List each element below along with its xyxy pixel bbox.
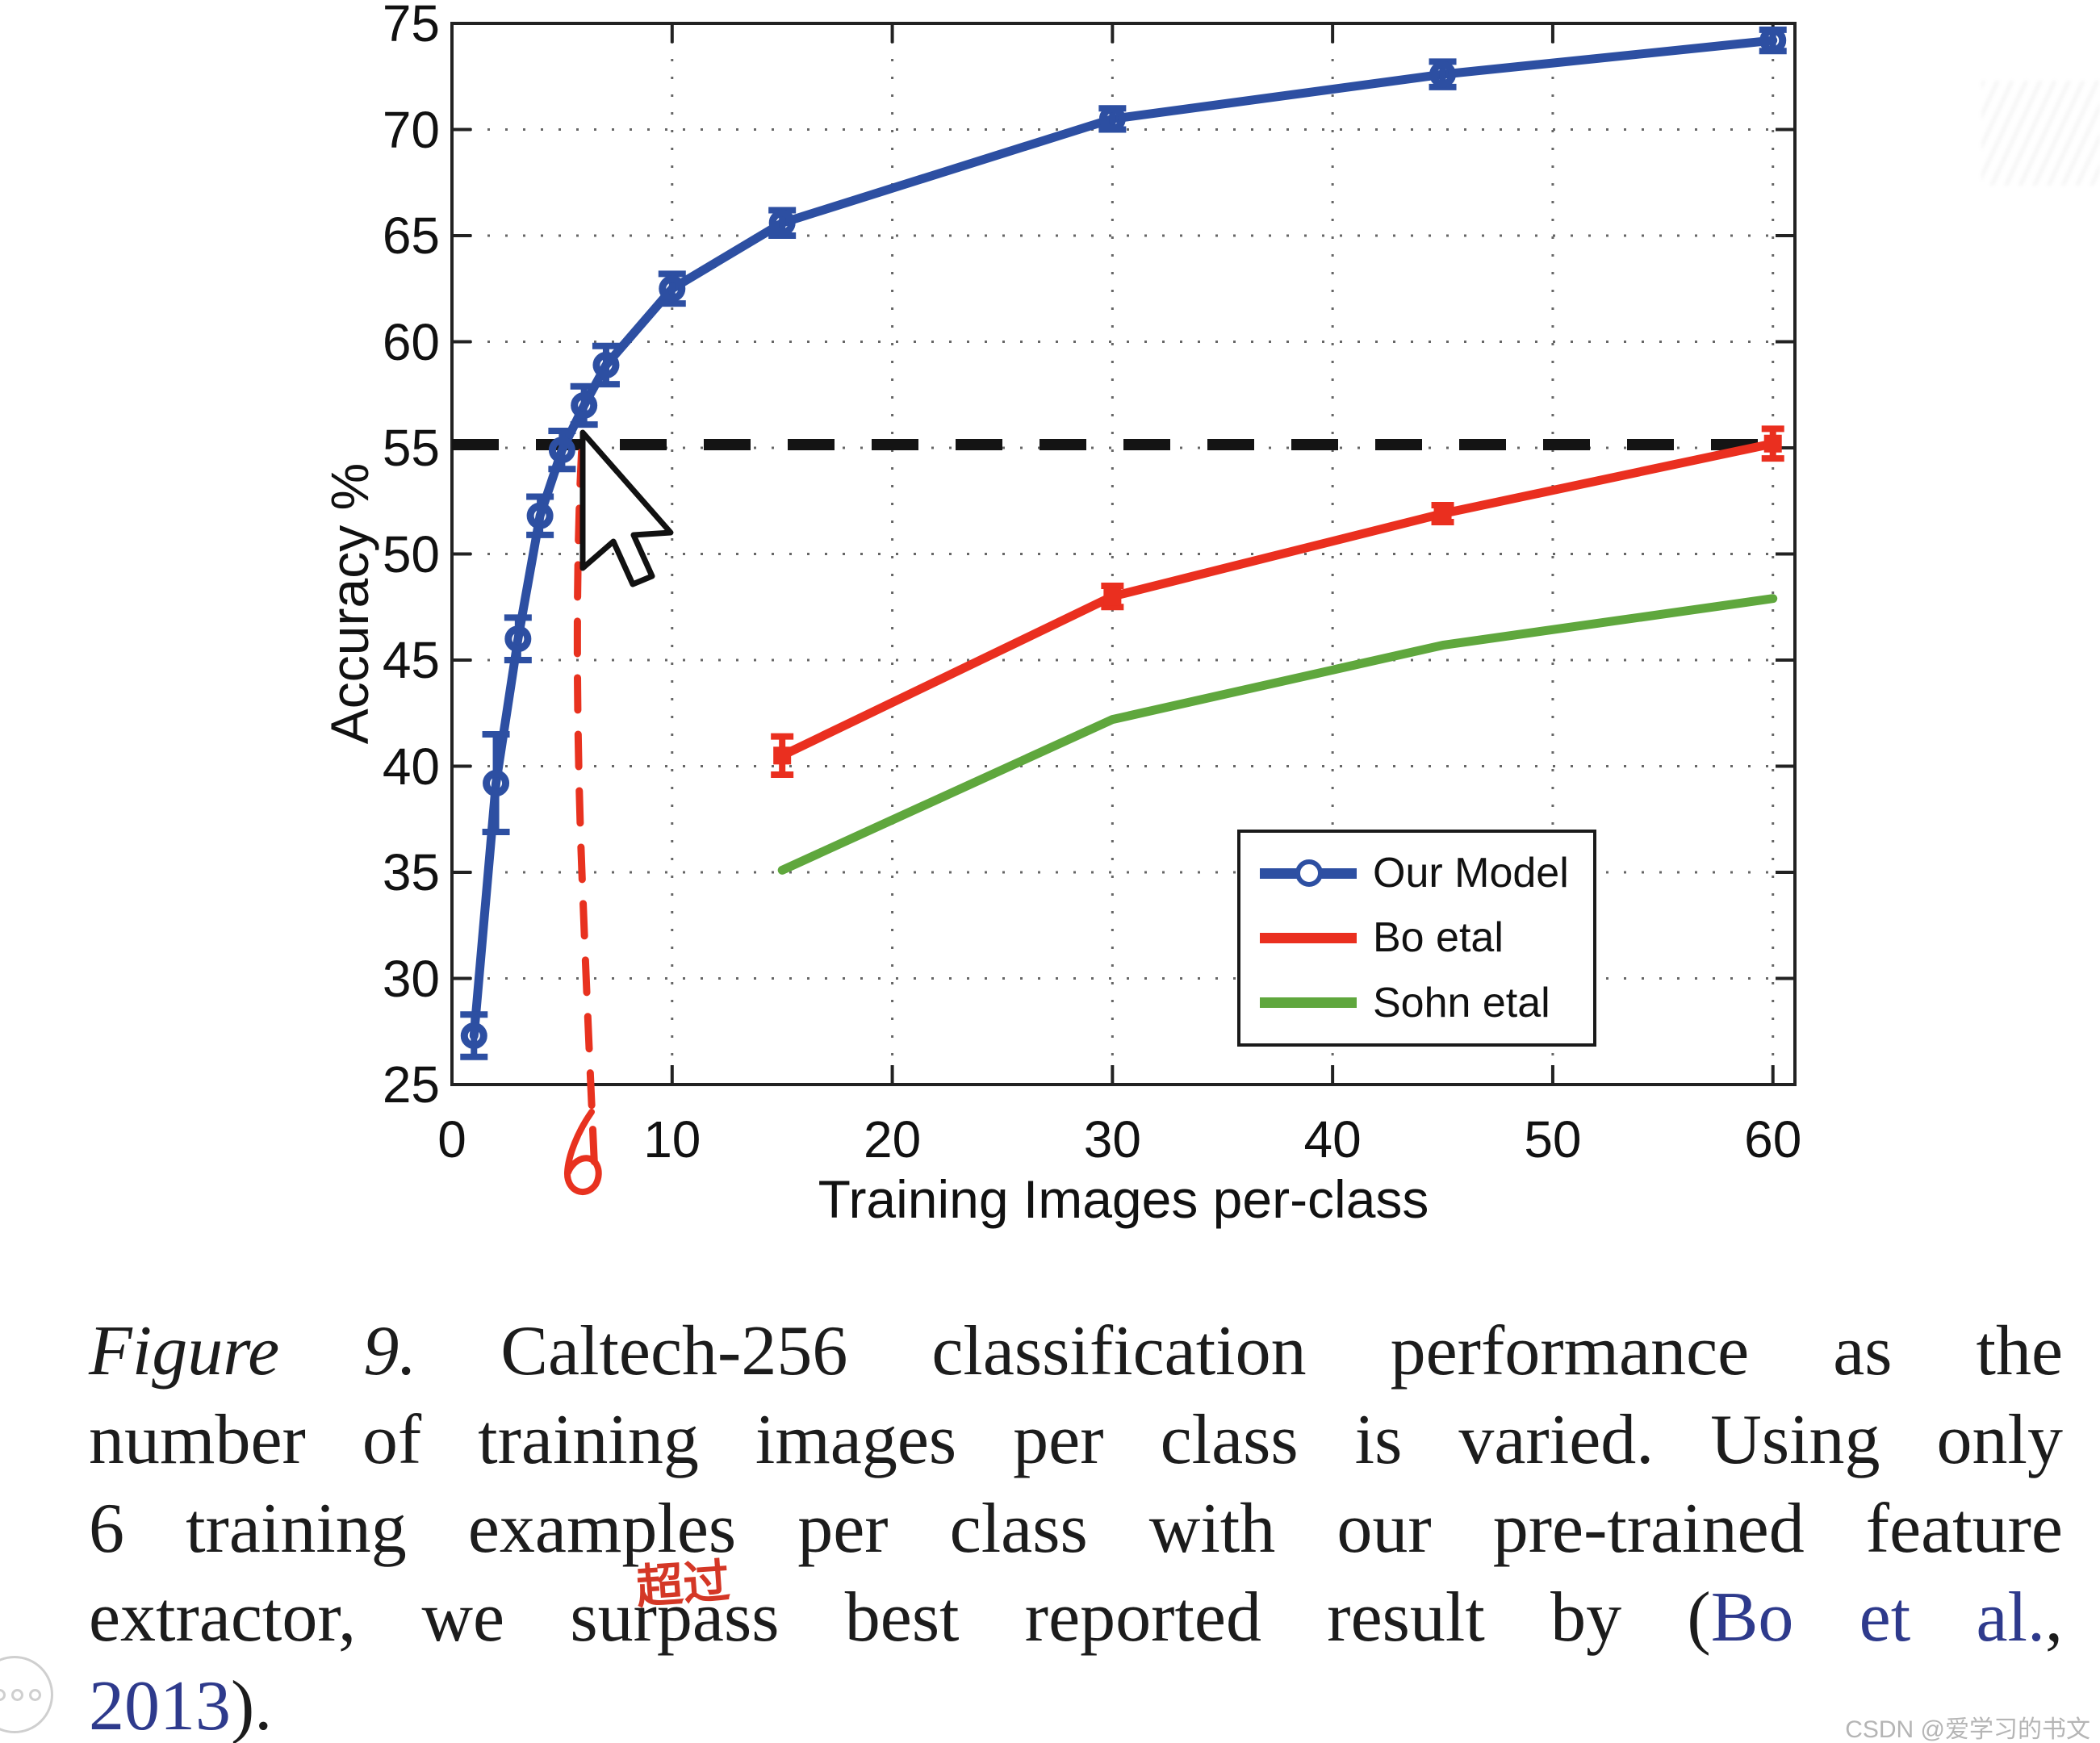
caption-text: ). (231, 1667, 273, 1743)
caption-line: 6 training examples per class with our p… (89, 1485, 2063, 1574)
hand-drawn-six-label (564, 1109, 602, 1195)
faint-watermark-remnant (1981, 81, 2100, 186)
caption-line: Figure 9. Caltech-256 classification per… (89, 1307, 2063, 1396)
hand-drawn-vertical-line (573, 448, 600, 1189)
x-tick-label: 40 (1303, 1110, 1362, 1168)
open-circle-marker-icon (1295, 859, 1323, 887)
y-tick-label: 45 (382, 631, 440, 689)
y-tick-label: 40 (382, 737, 440, 796)
caption-text: 6 training examples per class with our p… (89, 1490, 2063, 1568)
caption-line: number of training images per class is v… (89, 1396, 2063, 1485)
caption-text: number of training images per class is v… (89, 1401, 2063, 1479)
y-tick-label: 25 (382, 1055, 440, 1114)
csdn-watermark: CSDN @爱学习的书文 (1845, 1716, 2090, 1743)
legend-entry: Sohn etal (1240, 979, 1593, 1027)
y-tick-label: 50 (382, 525, 440, 583)
dot (0, 1688, 6, 1701)
x-tick-label: 10 (643, 1110, 701, 1168)
x-tick-label: 30 (1083, 1110, 1141, 1168)
legend-label: Sohn etal (1373, 979, 1550, 1026)
y-tick-label: 30 (382, 949, 440, 1008)
y-tick-label: 65 (382, 207, 440, 265)
legend-entry: Our Model (1240, 849, 1593, 897)
y-tick-label: 55 (382, 419, 440, 477)
y-tick-label: 35 (382, 843, 440, 901)
caption-text: Caltech-256 classification performance a… (416, 1312, 2063, 1390)
x-axis-title: Training Images per-class (818, 1169, 1429, 1229)
legend-label: Bo etal (1373, 914, 1504, 962)
caption-text: , (2045, 1578, 2063, 1657)
dot (11, 1688, 23, 1701)
caption-text: Figure 9. (89, 1312, 417, 1390)
chart-legend: Our Model Bo etal Sohn etal (1237, 830, 1596, 1047)
legend-entry: Bo etal (1240, 913, 1593, 962)
legend-swatch-line (1260, 997, 1357, 1009)
y-tick-label: 75 (382, 0, 440, 52)
y-tick-label: 70 (382, 100, 440, 159)
citation-link[interactable]: 2013 (89, 1667, 231, 1743)
x-tick-label: 50 (1524, 1110, 1582, 1168)
handwritten-annotation-surpass: 超过 (634, 1555, 732, 1614)
x-tick-label: 20 (863, 1110, 922, 1168)
mouse-arrow-cursor-icon (579, 429, 674, 587)
legend-swatch-square (1260, 932, 1357, 943)
caption-line: extractor, we surpass best reported resu… (89, 1574, 2063, 1662)
figure-caption: Figure 9. Caltech-256 classification per… (89, 1307, 2063, 1743)
citation-link[interactable]: Bo et al. (1710, 1578, 2045, 1657)
caption-text: extractor, we surpass best reported resu… (89, 1578, 1711, 1657)
legend-swatch-open-circle (1260, 859, 1357, 887)
caption-line: 2013). (89, 1662, 2063, 1743)
three-dots-circle-icon[interactable] (0, 1656, 53, 1733)
dot (29, 1688, 41, 1701)
y-tick-label: 60 (382, 312, 440, 371)
x-tick-label: 60 (1744, 1110, 1802, 1168)
legend-label: Our Model (1373, 850, 1569, 897)
x-tick-label: 0 (437, 1110, 466, 1168)
